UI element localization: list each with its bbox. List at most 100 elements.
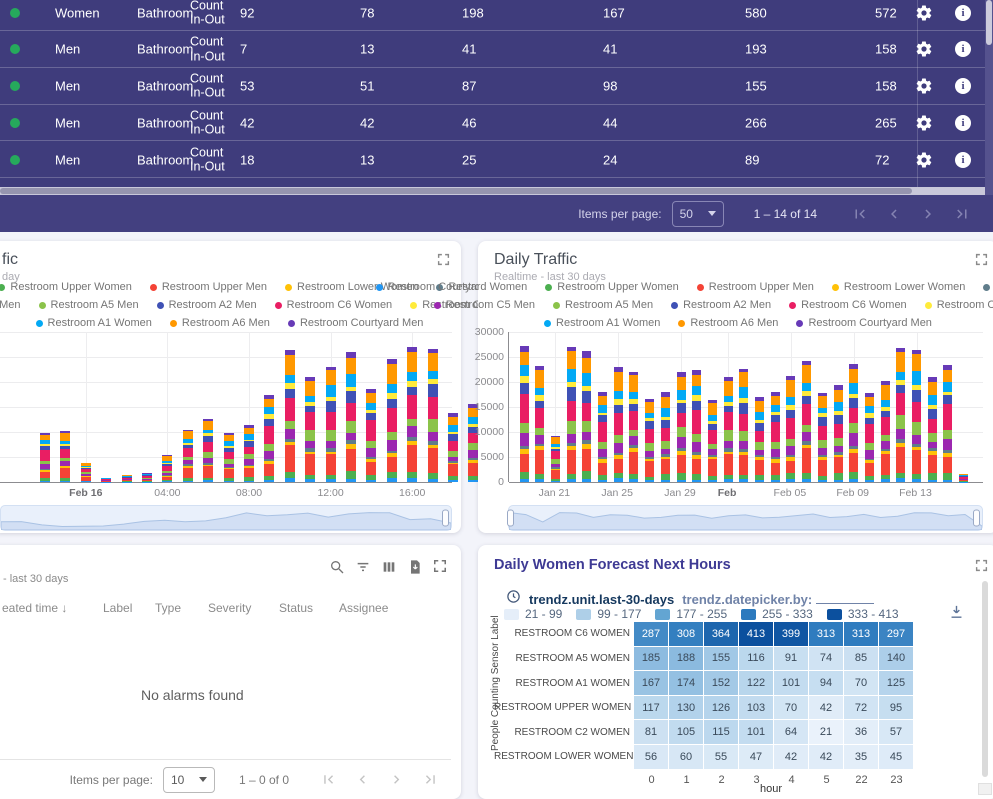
legend-bin[interactable]: 99 - 177 <box>576 607 641 621</box>
heatmap-cell: 70 <box>774 695 808 720</box>
legend-item[interactable]: Restroom Courtyard Women <box>375 281 527 293</box>
table-row[interactable]: Men Bathroom Count In-Out 18 13 25 24 89 72 i <box>0 142 985 179</box>
widget-title-cropped: fic <box>2 251 18 268</box>
legend-item[interactable]: Restroom Lower Women <box>285 281 418 293</box>
legend-label: Restroom Courtyard Men <box>808 317 932 329</box>
legend-item[interactable]: Restroom Upper Men <box>696 281 814 293</box>
table-vertical-scrollbar[interactable] <box>985 0 993 195</box>
x-tick-label: Jan 21 <box>538 487 571 499</box>
heatmap-x-tick-label: 0 <box>648 773 655 786</box>
legend-item[interactable]: Restroom A2 Men <box>671 299 771 311</box>
legend-item[interactable]: Restroom Courtyard Men <box>796 317 932 329</box>
heatmap-legend: 21 - 99 99 - 177 177 - 255 255 - 333 333 - 4… <box>504 607 899 621</box>
gear-icon[interactable] <box>915 4 933 22</box>
legend-dot-icon <box>831 283 839 291</box>
legend-item[interactable]: Restroom A5 Men <box>553 299 653 311</box>
gear-icon[interactable] <box>915 114 933 132</box>
export-icon[interactable] <box>407 559 423 575</box>
info-icon[interactable]: i <box>955 4 971 21</box>
legend-item[interactable]: Restroom C5 Men <box>433 299 535 311</box>
legend-bin[interactable]: 333 - 413 <box>826 607 899 621</box>
last-page-button[interactable] <box>945 201 979 227</box>
heatmap-cell: 287 <box>634 622 668 646</box>
legend-dot-icon <box>983 283 991 291</box>
stacked-bar <box>927 377 937 482</box>
legend-bin-swatch-icon <box>655 608 671 620</box>
heatmap-vertical-scrollbar[interactable] <box>982 581 988 777</box>
legend-item[interactable]: Restroom Upper Women <box>0 281 132 293</box>
first-page-button[interactable] <box>843 201 877 227</box>
brush-left-handle[interactable] <box>507 509 514 527</box>
legend-bin[interactable]: 177 - 255 <box>655 607 727 621</box>
fullscreen-icon[interactable] <box>975 559 989 573</box>
last-page-button[interactable] <box>413 767 447 793</box>
column-header-label[interactable]: Label <box>103 601 133 615</box>
column-header-assignee[interactable]: Assignee <box>339 601 389 615</box>
legend-item[interactable]: Restroom A5 Men <box>38 299 139 311</box>
legend-dot-icon <box>678 319 686 327</box>
column-header-severity[interactable]: Severity <box>208 601 252 615</box>
next-page-button[interactable] <box>379 767 413 793</box>
search-icon[interactable] <box>329 559 345 575</box>
table-horizontal-scrollbar[interactable] <box>0 187 985 195</box>
table-row[interactable]: Count <box>0 179 985 187</box>
table-horizontal-scrollbar-thumb[interactable] <box>0 188 912 194</box>
previous-page-button[interactable] <box>877 201 911 227</box>
legend-item[interactable]: Restroom Upper Men <box>149 281 267 293</box>
stacked-bar-plot <box>0 332 499 483</box>
cell-gender: Men <box>55 152 81 168</box>
first-page-button[interactable] <box>311 767 345 793</box>
info-icon[interactable]: i <box>955 78 971 95</box>
heatmap-cell: 64 <box>774 720 808 744</box>
time-range-brush[interactable] <box>0 505 452 531</box>
fullscreen-icon[interactable] <box>437 253 451 267</box>
fullscreen-icon[interactable] <box>975 253 989 267</box>
time-range-brush[interactable] <box>507 505 983 531</box>
column-header-created-time[interactable]: eated time ↓ <box>2 601 68 615</box>
columns-icon[interactable] <box>381 559 397 575</box>
legend-item[interactable]: Restroom Lower Women <box>831 281 965 293</box>
column-header-status[interactable]: Status <box>279 601 314 615</box>
heatmap-cell: 174 <box>669 671 703 695</box>
stacked-bar <box>692 370 702 482</box>
column-header-type[interactable]: Type <box>155 601 182 615</box>
legend-item[interactable]: Restroom Courtyard Men <box>287 317 423 329</box>
legend-item[interactable]: Restroom Upper Women <box>545 281 679 293</box>
page-range-label: 1 – 0 of 0 <box>238 772 289 787</box>
gear-icon[interactable] <box>915 151 933 169</box>
legend-item[interactable]: Restroom C2 Women <box>924 299 993 311</box>
trendz-datepicker-label[interactable]: trendz.datepicker.by: <box>682 592 875 607</box>
legend-bin[interactable]: 21 - 99 <box>504 607 562 621</box>
legend-item[interactable]: Restroom A6 Men <box>678 317 778 329</box>
legend-bin-label: 177 - 255 <box>676 607 728 621</box>
gear-icon[interactable] <box>915 40 933 58</box>
table-vertical-scrollbar-thumb[interactable] <box>986 0 992 45</box>
info-icon[interactable]: i <box>955 41 971 58</box>
legend-bin[interactable]: 255 - 333 <box>741 607 813 621</box>
brush-right-handle[interactable] <box>442 509 449 527</box>
download-icon[interactable] <box>948 603 965 625</box>
filter-icon[interactable] <box>355 559 371 575</box>
legend-item[interactable]: Restroom C6 Women <box>789 299 907 311</box>
table-row[interactable]: Women Bathroom Count In-Out 92 78 198 167 580 572… <box>0 0 985 31</box>
fullscreen-icon[interactable] <box>433 559 449 575</box>
legend-item[interactable]: Restroom A1 Women <box>35 317 152 329</box>
table-row[interactable]: Men Bathroom Count In-Out 42 42 46 44 266 265 i <box>0 105 985 142</box>
table-row[interactable]: Men Bathroom Count In-Out 7 13 41 41 193 158 i <box>0 32 985 68</box>
stacked-bar <box>284 350 295 482</box>
gear-icon[interactable] <box>915 77 933 95</box>
brush-right-handle[interactable] <box>973 509 980 527</box>
info-icon[interactable]: i <box>955 151 971 168</box>
legend-item[interactable]: Restroom C6 Women <box>274 299 392 311</box>
table-row[interactable]: Men Bathroom Count In-Out 53 51 87 98 155 158 i <box>0 69 985 105</box>
legend-item[interactable]: Restroom C5 Men <box>0 299 21 311</box>
page-size-select[interactable]: 10 <box>162 766 215 793</box>
page-size-select[interactable]: 50 <box>671 200 724 227</box>
legend-item[interactable]: Restroom A2 Men <box>156 299 257 311</box>
info-icon[interactable]: i <box>955 114 971 131</box>
legend-item[interactable]: Restroom A6 Men <box>169 317 270 329</box>
next-page-button[interactable] <box>911 201 945 227</box>
previous-page-button[interactable] <box>345 767 379 793</box>
legend-item[interactable]: Restroom Lower Men <box>983 281 993 293</box>
legend-item[interactable]: Restroom A1 Women <box>544 317 660 329</box>
